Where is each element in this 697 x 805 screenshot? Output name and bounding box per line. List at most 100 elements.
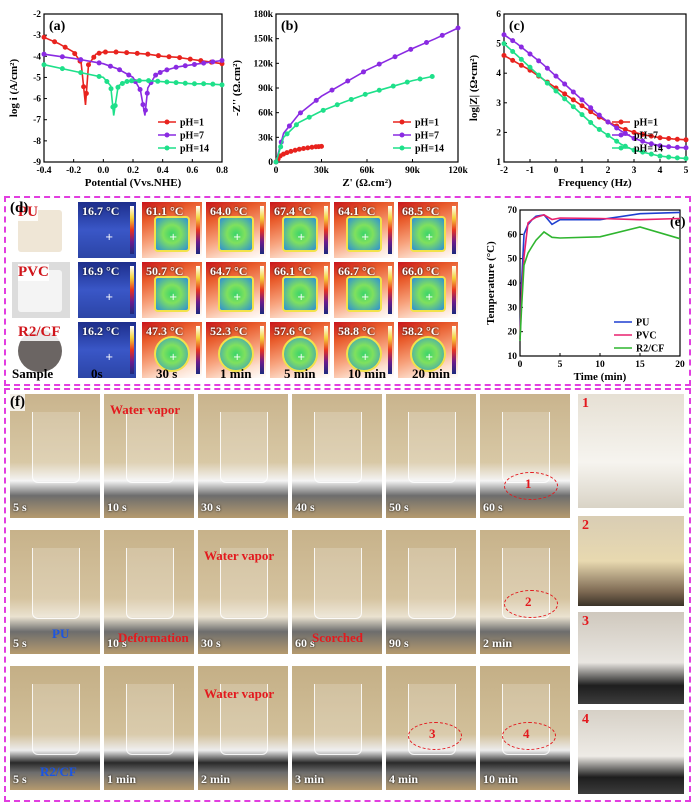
temperature-readout: 52.3 °C xyxy=(210,324,248,338)
y-tick-label: 2 xyxy=(496,128,501,138)
data-point xyxy=(674,155,680,161)
closeup-photo: 2 xyxy=(578,516,684,606)
data-point xyxy=(96,60,102,66)
data-point xyxy=(86,62,91,68)
data-point xyxy=(501,32,507,38)
top-charts: -0.4 -0.2 0.0 0.2 0.4 0.6 0.8 -9 -8 -7 -6 -5 -4 -3 -2 P… xyxy=(8,10,689,189)
color-scale-bar xyxy=(452,326,456,374)
beaker-photo: 30 s xyxy=(198,530,288,654)
data-point xyxy=(144,90,150,96)
color-scale-bar xyxy=(196,266,200,314)
temperature-readout: 57.6 °C xyxy=(274,324,312,338)
color-scale-bar xyxy=(324,266,328,314)
data-point xyxy=(657,153,663,159)
x-tick-label: 0.8 xyxy=(216,166,228,176)
data-point xyxy=(113,49,119,55)
data-point xyxy=(553,88,559,94)
time-label: 30 s xyxy=(201,636,221,650)
crosshair-icon: + xyxy=(105,232,114,243)
hot-region xyxy=(282,336,318,372)
legend-entry: pH=14 xyxy=(634,144,663,155)
temperature-readout: 64.1 °C xyxy=(338,204,376,218)
data-point xyxy=(501,41,507,47)
legend-entry: pH=1 xyxy=(634,118,658,129)
temperature-readout: 67.4 °C xyxy=(274,204,312,218)
sample-photo: PVC xyxy=(12,262,70,318)
data-point xyxy=(41,51,47,57)
data-point xyxy=(201,60,207,66)
data-point xyxy=(137,87,143,93)
x-tick-label: 1 xyxy=(580,166,585,176)
data-point xyxy=(91,54,97,60)
beaker-photo: 3 min xyxy=(292,666,382,790)
data-point xyxy=(683,155,689,161)
pu-label: PU xyxy=(52,626,70,641)
data-point xyxy=(429,73,435,79)
data-point xyxy=(605,132,611,138)
time-label: 4 min xyxy=(389,772,419,786)
data-point xyxy=(59,54,65,60)
data-point xyxy=(376,87,382,93)
data-point xyxy=(124,50,130,56)
data-point xyxy=(210,81,216,87)
temperature-readout: 16.9 °C xyxy=(82,264,120,278)
x-tick-label: 0.0 xyxy=(97,166,109,176)
data-point xyxy=(544,80,550,86)
color-scale-bar xyxy=(260,326,264,374)
data-point xyxy=(78,57,84,63)
data-point xyxy=(361,69,366,75)
data-point xyxy=(614,138,620,144)
footer-label: 10 min xyxy=(348,366,386,381)
data-point xyxy=(392,54,398,60)
data-point xyxy=(579,103,585,109)
temperature-readout: 16.2 °C xyxy=(82,324,120,338)
time-label: 90 s xyxy=(389,636,409,650)
hot-region xyxy=(410,276,446,312)
hot-region xyxy=(410,216,446,252)
y-tick-label: 0 xyxy=(268,158,273,168)
x-axis-label: Time (min) xyxy=(574,371,627,383)
data-point xyxy=(201,81,207,87)
data-point xyxy=(288,148,294,154)
y-tick-label: -4 xyxy=(33,52,41,62)
panel-label: (b) xyxy=(281,19,298,34)
data-point xyxy=(579,97,585,103)
temperature-readout: 16.7 °C xyxy=(82,204,120,218)
data-point xyxy=(596,112,602,118)
crosshair-icon: + xyxy=(233,352,242,363)
scorched-label: Scorched xyxy=(312,630,364,645)
data-point xyxy=(501,52,507,58)
beaker-photo: 1 min xyxy=(104,666,194,790)
hot-region xyxy=(218,276,254,312)
thermal-cell: 58.2 °C + xyxy=(398,322,458,378)
x-axis-label: Z' (Ω.cm²) xyxy=(342,177,392,189)
time-label: 10 s xyxy=(107,636,127,650)
water-vapor-label: Water vapor xyxy=(204,686,275,701)
data-point xyxy=(210,59,216,65)
y-tick-label: 1 xyxy=(496,158,501,168)
temperature-readout: 66.1 °C xyxy=(274,264,312,278)
legend-entry: PU xyxy=(636,318,649,329)
data-point xyxy=(562,81,568,87)
x-tick-label: 60k xyxy=(360,166,376,176)
data-point xyxy=(142,107,148,113)
thermal-cell: 67.4 °C + xyxy=(270,202,330,258)
hot-region xyxy=(154,276,190,312)
data-point xyxy=(191,61,197,67)
thermal-cell: 52.3 °C + xyxy=(206,322,266,378)
crosshair-icon: + xyxy=(233,232,242,243)
data-point xyxy=(666,154,672,160)
time-label: 60 s xyxy=(295,636,315,650)
color-scale-bar xyxy=(130,266,134,314)
y-tick-label: -8 xyxy=(33,137,41,147)
crosshair-icon: + xyxy=(361,292,370,303)
data-point xyxy=(191,81,197,87)
temperature-readout: 66.7 °C xyxy=(338,264,376,278)
x-tick-label: 0 xyxy=(274,166,279,176)
y-tick-label: 6 xyxy=(496,10,501,20)
legend-entry: pH=7 xyxy=(180,131,204,142)
data-point xyxy=(424,39,429,45)
panel-f-beaker-photos: 5 s 10 s 30 s 40 s 50 s 60 s 5 s 10 s 30 s 60 s 90… xyxy=(4,388,691,802)
data-point xyxy=(417,76,423,82)
color-scale-bar xyxy=(388,266,392,314)
